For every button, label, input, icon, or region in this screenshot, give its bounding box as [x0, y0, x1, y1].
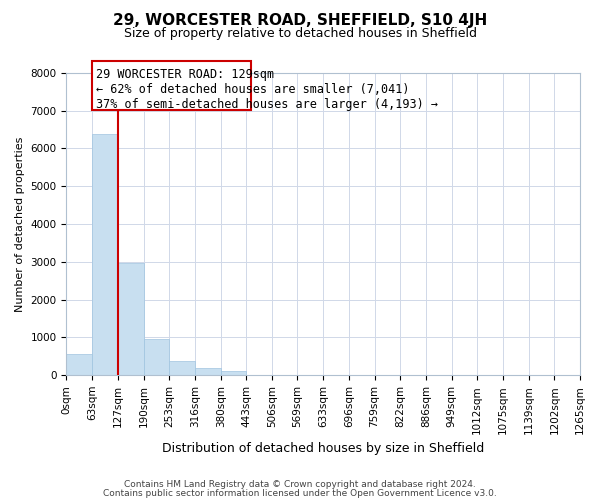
X-axis label: Distribution of detached houses by size in Sheffield: Distribution of detached houses by size … [162, 442, 484, 455]
Y-axis label: Number of detached properties: Number of detached properties [15, 136, 25, 312]
Text: 37% of semi-detached houses are larger (4,193) →: 37% of semi-detached houses are larger (… [96, 98, 438, 111]
Bar [143, 339, 169, 375]
Text: Contains public sector information licensed under the Open Government Licence v3: Contains public sector information licen… [103, 489, 497, 498]
Bar [118, 264, 143, 375]
Bar [92, 134, 118, 375]
Bar [67, 354, 92, 375]
Text: Contains HM Land Registry data © Crown copyright and database right 2024.: Contains HM Land Registry data © Crown c… [124, 480, 476, 489]
Text: 29, WORCESTER ROAD, SHEFFIELD, S10 4JH: 29, WORCESTER ROAD, SHEFFIELD, S10 4JH [113, 12, 487, 28]
Bar [195, 368, 221, 375]
FancyBboxPatch shape [92, 61, 251, 110]
Bar [221, 371, 246, 375]
Text: Size of property relative to detached houses in Sheffield: Size of property relative to detached ho… [124, 28, 476, 40]
Text: ← 62% of detached houses are smaller (7,041): ← 62% of detached houses are smaller (7,… [96, 83, 410, 96]
Bar [169, 361, 195, 375]
Text: 29 WORCESTER ROAD: 129sqm: 29 WORCESTER ROAD: 129sqm [96, 68, 274, 82]
